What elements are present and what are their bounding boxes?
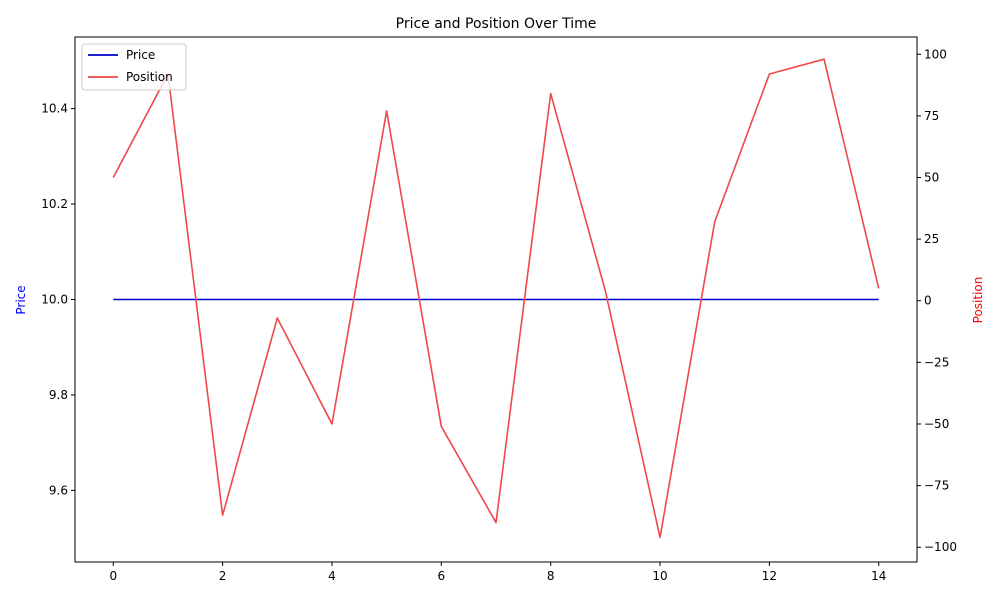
x-tick-label-6: 12 [762, 569, 777, 583]
right-tick-label-6: 50 [924, 170, 939, 184]
left-y-axis: 9.6 9.8 10.0 10.2 10.4 [41, 102, 75, 497]
right-tick-label-7: 75 [924, 109, 939, 123]
legend: Price Position [81, 43, 187, 91]
x-tick-label-5: 10 [652, 569, 667, 583]
right-tick-label-8: 100 [924, 47, 947, 61]
legend-label-price: Price [126, 48, 155, 62]
right-tick-label-5: 25 [924, 232, 939, 246]
right-y-axis: −100 −75 −50 −25 0 25 50 75 100 [917, 47, 957, 554]
chart-title: Price and Position Over Time [396, 16, 597, 32]
x-axis: 0 2 4 6 8 10 12 14 [109, 562, 886, 583]
right-tick-label-3: −25 [924, 355, 949, 369]
x-tick-label-0: 0 [109, 569, 117, 583]
left-tick-label-0: 9.6 [49, 483, 68, 497]
x-tick-label-4: 8 [547, 569, 555, 583]
x-tick-label-1: 2 [219, 569, 227, 583]
left-tick-label-3: 10.2 [41, 197, 68, 211]
series-line-position [112, 58, 880, 539]
right-tick-label-4: 0 [924, 294, 932, 308]
right-tick-label-1: −75 [924, 479, 949, 493]
right-axis-label: Position [971, 277, 985, 324]
x-tick-label-2: 4 [328, 569, 336, 583]
right-tick-label-2: −50 [924, 417, 949, 431]
legend-label-position: Position [126, 70, 173, 84]
left-axis-label: Price [14, 285, 28, 314]
left-tick-label-1: 9.8 [49, 388, 68, 402]
left-tick-label-2: 10.0 [41, 293, 68, 307]
right-tick-label-0: −100 [924, 540, 957, 554]
x-tick-label-3: 6 [438, 569, 446, 583]
x-tick-label-7: 14 [871, 569, 886, 583]
plot-area [112, 58, 880, 539]
left-tick-label-4: 10.4 [41, 102, 68, 116]
